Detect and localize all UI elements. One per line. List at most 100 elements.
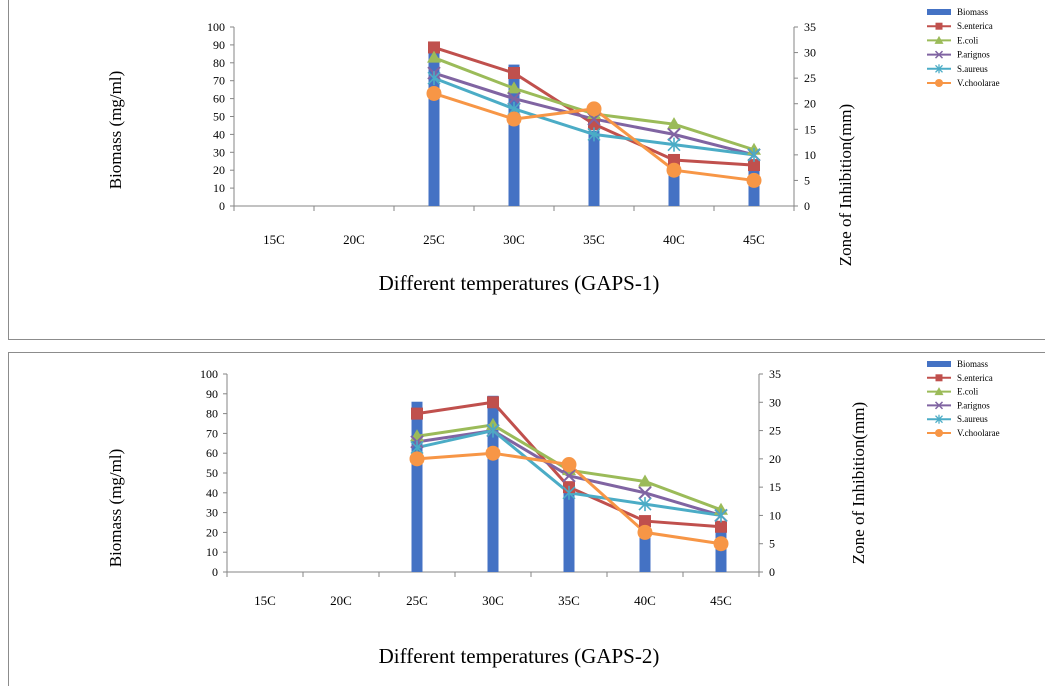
y-left-tick-label: 70	[206, 426, 218, 440]
y-right-tick-label: 35	[804, 20, 816, 34]
series-point-p-arignos	[638, 486, 652, 500]
legend-label: S.enterica	[957, 21, 993, 31]
y-right-tick-label: 10	[769, 508, 781, 522]
series-point-s-enterica	[428, 41, 440, 54]
legend-label: P.arignos	[957, 50, 990, 60]
legend-label: Biomass	[957, 7, 989, 17]
legend-marker	[934, 50, 944, 59]
legend-marker	[934, 35, 944, 44]
y-right-tick-label: 0	[804, 199, 810, 213]
series-point-p-arignos	[507, 91, 521, 106]
y-left-tick-label: 60	[213, 92, 225, 106]
series-point-s-enterica	[588, 118, 600, 131]
series-point-p-arignos	[667, 127, 681, 142]
y-left-tick-label: 30	[206, 506, 218, 520]
series-point-e-coli	[638, 474, 652, 487]
series-point-p-arignos	[562, 469, 576, 483]
x-tick-label: 25C	[406, 593, 428, 608]
series-point-s-enterica	[411, 407, 423, 420]
y-axis-right-title: Zone of Inhibition(mm)	[836, 104, 855, 266]
series-point-s-aureus	[486, 423, 500, 438]
y-right-tick-label: 30	[804, 46, 816, 60]
y-right-tick-label: 0	[769, 565, 775, 579]
legend-swatch-biomass	[927, 361, 951, 367]
y-left-tick-label: 80	[206, 407, 218, 421]
chart-panel-gaps-2: 0 10 20 30 40 50 60 70 80 90 100 0 5 10 15 20 25 30 35 15C 2…	[8, 352, 1045, 686]
biomass-bar	[588, 130, 600, 206]
x-tick-label: 40C	[663, 232, 685, 247]
x-tick-label: 30C	[482, 593, 504, 608]
series-point-v-choolarae	[586, 101, 602, 117]
legend-marker	[935, 79, 943, 87]
y-right-tick-label: 30	[769, 395, 781, 409]
series-point-s-aureus	[747, 147, 761, 162]
y-left-tick-label: 50	[206, 466, 218, 480]
x-tick-label: 30C	[503, 232, 525, 247]
series-point-s-aureus	[638, 497, 652, 512]
series-point-v-choolarae	[746, 172, 762, 188]
x-tick-label: 45C	[743, 232, 765, 247]
legend-label: E.coli	[957, 35, 979, 45]
series-point-v-choolarae	[485, 445, 501, 461]
y-left-tick-label: 100	[207, 20, 225, 34]
chart-panel-gaps-1: 0 10 20 30 40 50 60 70 80 90 100 0 5 10 15 20 25 30 35 15C 2…	[8, 0, 1045, 340]
series-point-v-choolarae	[506, 111, 522, 127]
biomass-bar	[668, 159, 680, 206]
legend-label: S.aureus	[957, 414, 988, 424]
x-tick-label: 35C	[583, 232, 605, 247]
y-left-tick-label: 90	[213, 38, 225, 52]
biomass-bar	[487, 395, 499, 572]
series-point-v-choolarae	[666, 162, 682, 178]
legend-marker	[934, 387, 944, 396]
legend-label: Biomass	[957, 359, 989, 369]
series-point-s-aureus	[714, 508, 728, 523]
y-right-tick-label: 15	[804, 122, 816, 136]
legend-label: S.aureus	[957, 64, 988, 74]
legend: Biomass S.enterica E.coli P.arignos S.aureus…	[927, 7, 1000, 88]
y-left-tick-label: 40	[206, 486, 218, 500]
biomass-bar	[428, 46, 440, 206]
y-axis-left-title: Biomass (mg/ml)	[106, 449, 125, 568]
x-tick-label: 15C	[254, 593, 276, 608]
x-axis-title: Different temperatures (GAPS-2)	[379, 644, 660, 668]
series-point-v-choolarae	[637, 524, 653, 540]
biomass-bar	[563, 488, 575, 572]
legend-label: E.coli	[957, 387, 979, 397]
series-point-s-enterica	[508, 67, 520, 80]
chart-svg: 0 10 20 30 40 50 60 70 80 90 100 0 5 10 15 20 25 30 35 15C 2…	[106, 7, 1000, 295]
y-left-tick-label: 0	[212, 565, 218, 579]
y-left-tick-label: 90	[206, 387, 218, 401]
y-right-tick-label: 5	[769, 537, 775, 551]
y-axis-right-title: Zone of Inhibition(mm)	[849, 402, 868, 564]
series-point-s-aureus	[667, 137, 681, 152]
y-left-tick-label: 60	[206, 446, 218, 460]
series-point-s-aureus	[587, 127, 601, 142]
y-axis-left-title: Biomass (mg/ml)	[106, 71, 125, 190]
series-point-s-enterica	[639, 515, 651, 528]
y-right-tick-label: 25	[769, 424, 781, 438]
series-point-e-coli	[667, 117, 681, 130]
series-point-v-choolarae	[426, 85, 442, 101]
biomass-bar	[411, 401, 423, 572]
y-right-tick-label: 35	[769, 367, 781, 381]
y-left-tick-label: 0	[219, 199, 225, 213]
legend-label: V.choolarae	[957, 428, 1000, 438]
x-tick-label: 15C	[263, 232, 285, 247]
legend-label: P.arignos	[957, 400, 990, 410]
legend-marker	[935, 414, 943, 424]
y-left-tick-label: 10	[206, 545, 218, 559]
biomass-bar	[639, 520, 651, 572]
y-left-tick-label: 70	[213, 74, 225, 88]
series-point-s-enterica	[715, 520, 727, 533]
legend-swatch-biomass	[927, 9, 951, 15]
series-point-s-enterica	[668, 153, 680, 166]
chart-svg: 0 10 20 30 40 50 60 70 80 90 100 0 5 10 15 20 25 30 35 15C 2…	[106, 359, 1000, 668]
legend: Biomass S.enterica E.coli P.arignos S.aureus…	[927, 359, 1000, 438]
y-right-tick-label: 10	[804, 148, 816, 162]
x-tick-label: 45C	[710, 593, 732, 608]
legend-marker	[935, 374, 943, 382]
y-left-tick-label: 100	[200, 367, 218, 381]
y-left-tick-label: 10	[213, 181, 225, 195]
y-right-tick-label: 5	[804, 173, 810, 187]
x-tick-label: 25C	[423, 232, 445, 247]
